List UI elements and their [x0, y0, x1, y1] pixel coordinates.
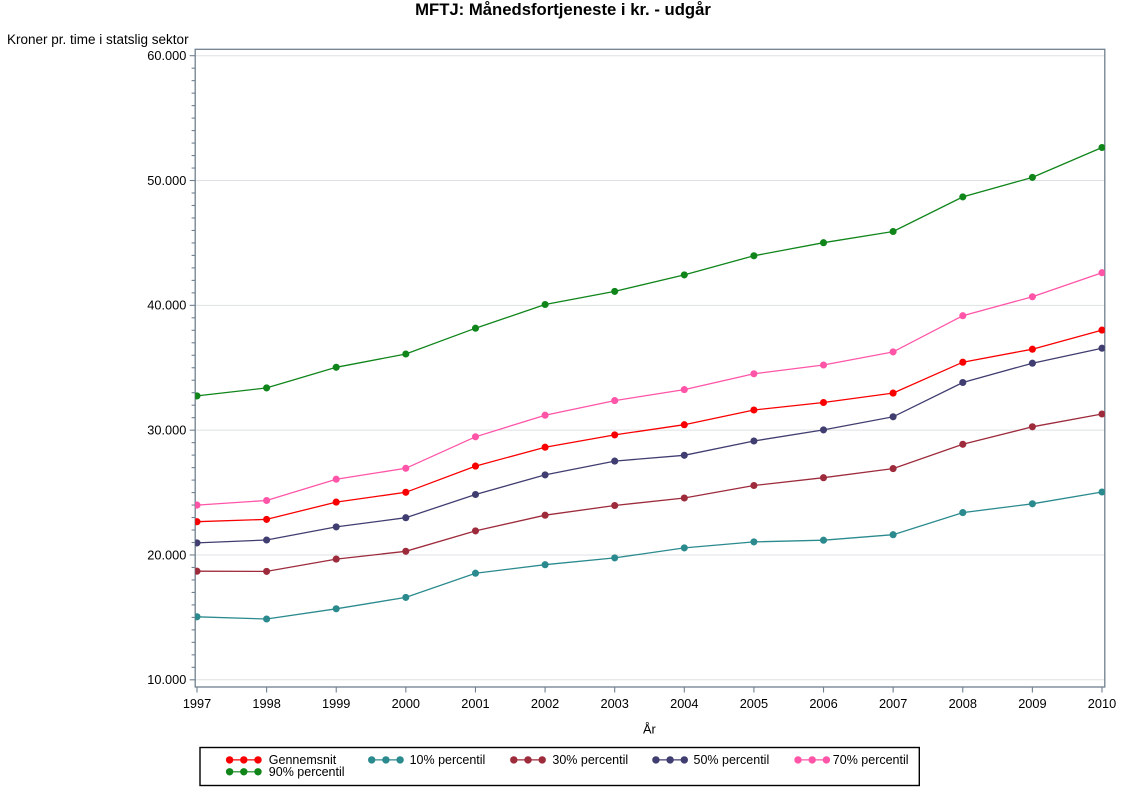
- svg-text:2007: 2007: [879, 696, 907, 711]
- svg-text:2006: 2006: [809, 696, 837, 711]
- svg-text:1997: 1997: [183, 696, 211, 711]
- svg-text:2002: 2002: [531, 696, 559, 711]
- svg-text:70% percentil: 70% percentil: [833, 753, 909, 767]
- svg-text:20.000: 20.000: [147, 547, 186, 562]
- svg-text:MFTJ: Månedsfortjeneste i kr.: MFTJ: Månedsfortjeneste i kr. - udgår: [415, 0, 711, 19]
- svg-text:Gennemsnit: Gennemsnit: [269, 753, 337, 767]
- svg-text:2000: 2000: [392, 696, 420, 711]
- svg-text:10% percentil: 10% percentil: [410, 753, 486, 767]
- svg-text:40.000: 40.000: [147, 298, 186, 313]
- svg-text:50.000: 50.000: [147, 173, 186, 188]
- svg-text:År: År: [643, 722, 657, 737]
- svg-text:30% percentil: 30% percentil: [552, 753, 628, 767]
- svg-text:1999: 1999: [322, 696, 350, 711]
- svg-text:2001: 2001: [461, 696, 489, 711]
- svg-text:2010: 2010: [1088, 696, 1116, 711]
- svg-text:1998: 1998: [252, 696, 280, 711]
- svg-text:2005: 2005: [740, 696, 768, 711]
- svg-text:50% percentil: 50% percentil: [694, 753, 770, 767]
- svg-text:90% percentil: 90% percentil: [269, 765, 345, 779]
- svg-text:2008: 2008: [949, 696, 977, 711]
- svg-text:60.000: 60.000: [147, 48, 186, 63]
- svg-text:10.000: 10.000: [147, 672, 186, 687]
- svg-text:30.000: 30.000: [147, 423, 186, 438]
- svg-text:2004: 2004: [670, 696, 698, 711]
- svg-text:2009: 2009: [1018, 696, 1046, 711]
- svg-text:Kroner pr. time i statslig sek: Kroner pr. time i statslig sektor: [7, 32, 189, 47]
- svg-text:2003: 2003: [601, 696, 629, 711]
